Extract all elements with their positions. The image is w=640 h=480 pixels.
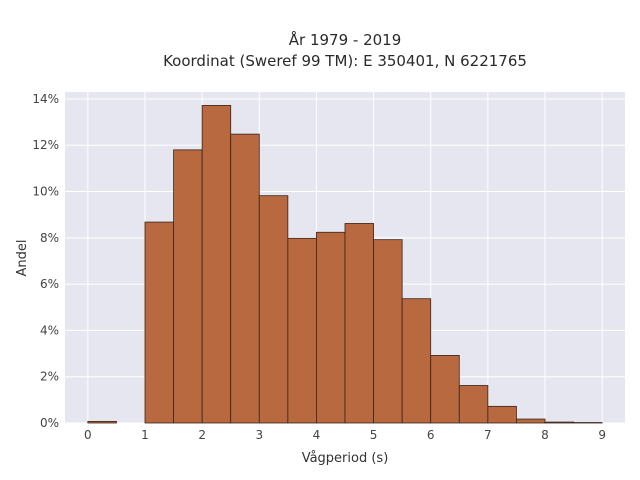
histogram-bar <box>458 385 489 424</box>
histogram-bar <box>430 355 460 424</box>
x-tick-label: 9 <box>598 428 606 442</box>
x-tick-label: 1 <box>141 428 149 442</box>
histogram-bar <box>401 298 432 424</box>
histogram-bar <box>230 133 260 424</box>
x-axis-label: Vågperiod (s) <box>302 451 389 466</box>
histogram-bar <box>516 418 546 424</box>
histogram-bar <box>373 239 403 424</box>
histogram-bar <box>173 149 203 424</box>
y-tick-labels: 0% 2% 4% 6% 8% 10% 12% 14% <box>32 92 59 430</box>
x-tick-label: 3 <box>255 428 263 442</box>
histogram-bar <box>201 105 232 424</box>
x-tick-label: 6 <box>427 428 435 442</box>
y-tick-label: 6% <box>40 277 59 291</box>
x-tick-label: 4 <box>313 428 321 442</box>
y-tick-label: 10% <box>32 185 59 199</box>
chart-title-line2: Koordinat (Sweref 99 TM): E 350401, N 62… <box>163 52 527 70</box>
chart-title-line1: År 1979 - 2019 <box>289 30 402 49</box>
histogram-bar <box>544 421 574 424</box>
y-tick-label: 4% <box>40 323 59 337</box>
histogram-bar <box>87 420 117 424</box>
x-tick-label: 2 <box>198 428 206 442</box>
histogram-bar <box>316 231 346 424</box>
y-axis-label: Andel <box>15 240 30 277</box>
histogram-bar <box>144 221 174 424</box>
histogram-bar <box>287 237 317 424</box>
histogram-bar <box>487 405 517 424</box>
histogram-bar <box>344 223 374 424</box>
x-tick-label: 5 <box>370 428 378 442</box>
y-tick-label: 8% <box>40 231 59 245</box>
histogram-bar <box>258 195 289 424</box>
x-tick-labels: 0 1 2 3 4 5 6 7 8 9 <box>84 428 606 442</box>
y-tick-label: 2% <box>40 370 59 384</box>
histogram-bars <box>87 105 603 424</box>
y-tick-label: 14% <box>32 92 59 106</box>
y-tick-label: 12% <box>32 138 59 152</box>
y-tick-label: 0% <box>40 416 59 430</box>
x-tick-label: 8 <box>541 428 549 442</box>
x-tick-label: 7 <box>484 428 492 442</box>
x-tick-label: 0 <box>84 428 92 442</box>
